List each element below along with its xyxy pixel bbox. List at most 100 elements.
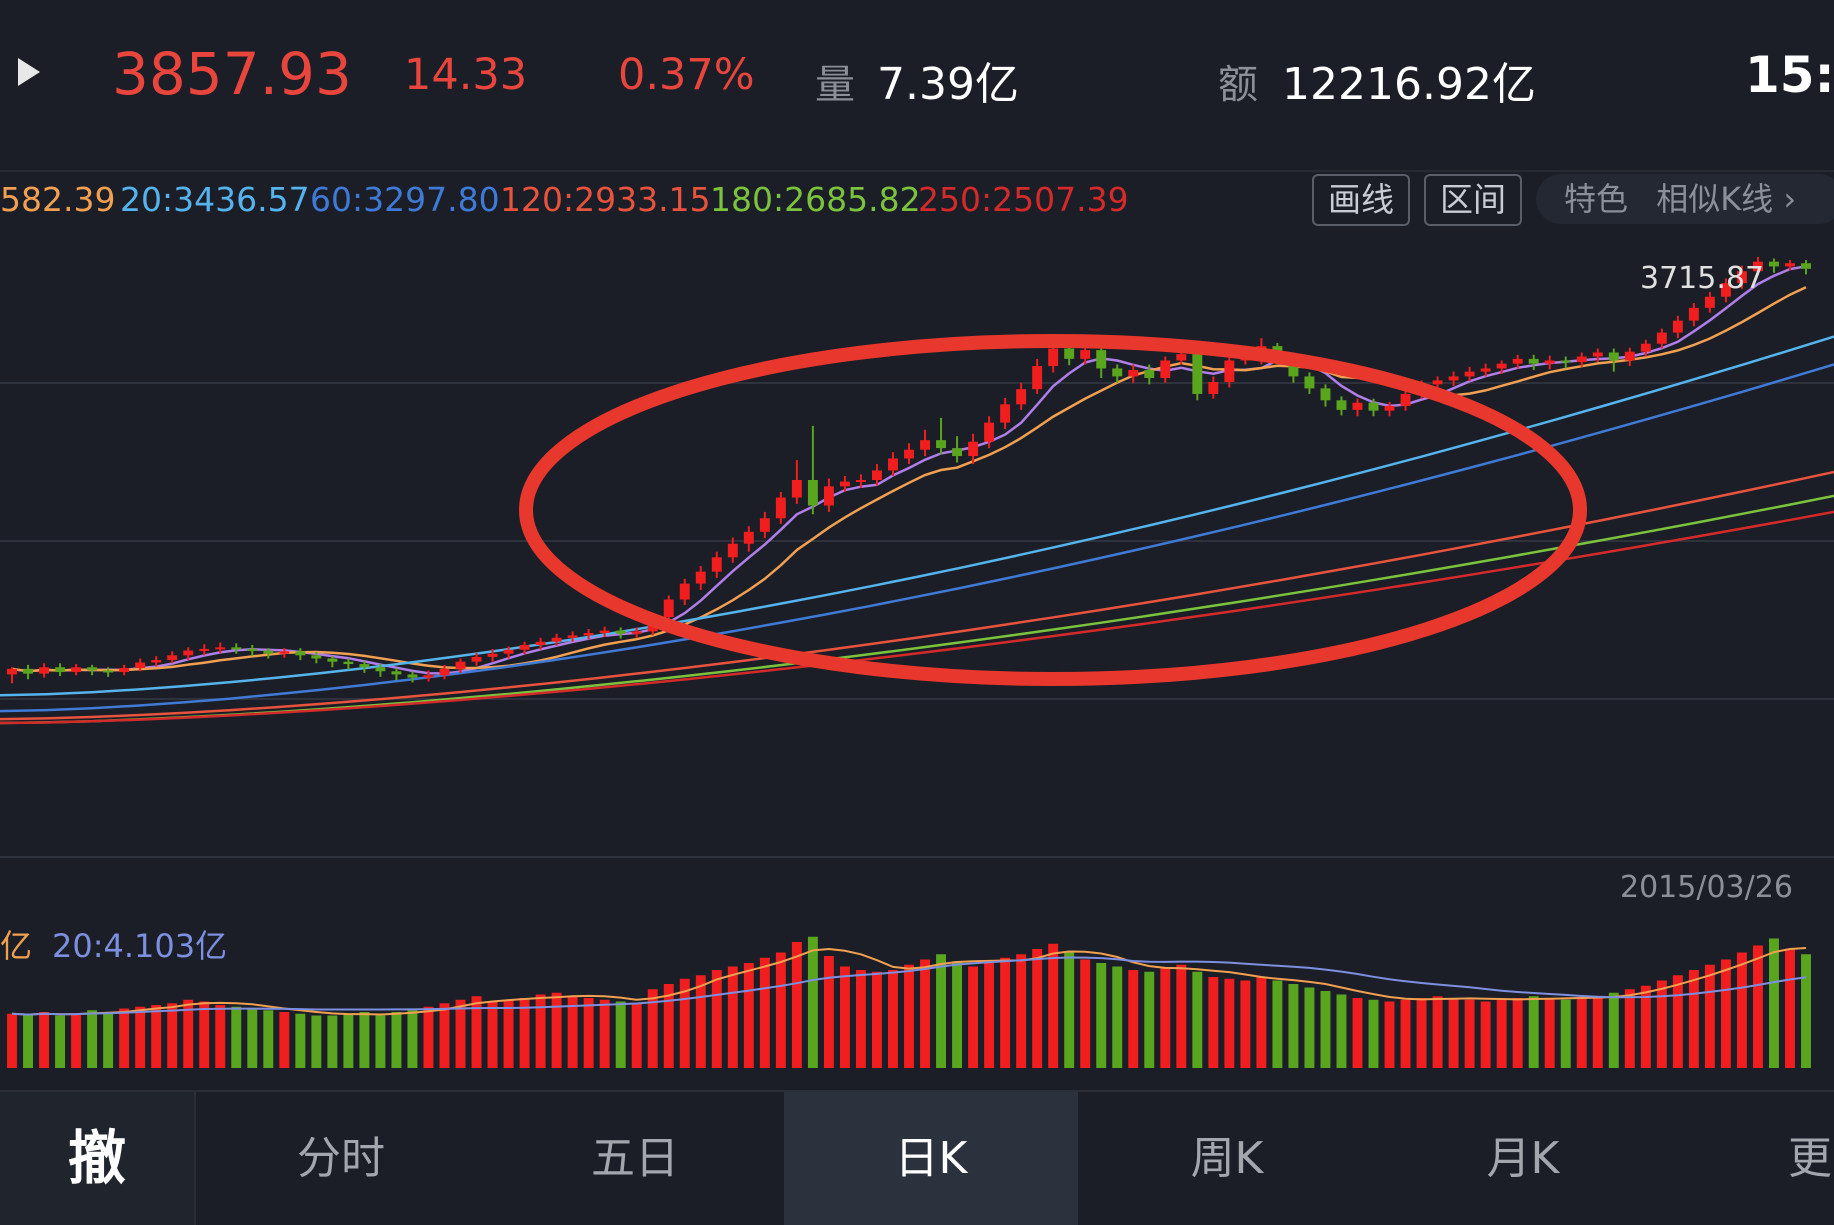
- price-change: 14.33: [404, 50, 528, 100]
- volume-bar: [1016, 954, 1027, 1068]
- moving-average-lines: [0, 265, 1834, 725]
- header-divider: [0, 170, 1834, 172]
- candle-body: [535, 641, 546, 645]
- volume-bar: [839, 966, 850, 1068]
- candle-body: [1768, 261, 1779, 267]
- ma10-line: [11, 286, 1807, 673]
- amount-value: 12216.92亿: [1282, 59, 1536, 110]
- candle-body: [87, 667, 98, 671]
- tab-monthly-k[interactable]: 月K: [1486, 1133, 1560, 1184]
- volume-bar: [1736, 952, 1747, 1068]
- volume-bar: [1256, 977, 1267, 1068]
- candle-body: [1000, 404, 1011, 423]
- volume-bar: [1448, 998, 1459, 1068]
- candle-body: [1400, 393, 1411, 406]
- volume-bar: [199, 1001, 210, 1068]
- candle-body: [759, 518, 770, 532]
- candle-body: [855, 480, 866, 482]
- volume-bar: [279, 1012, 290, 1068]
- volume-bar: [1528, 996, 1539, 1068]
- tab-more[interactable]: 更: [1788, 1133, 1832, 1184]
- volume-bar: [103, 1012, 114, 1068]
- tab-five-day[interactable]: 五日: [591, 1133, 679, 1184]
- volume-bar: [936, 954, 947, 1068]
- candle-body: [1592, 352, 1603, 357]
- volume-bar: [1192, 971, 1203, 1068]
- volume-bar: [423, 1006, 434, 1068]
- candle-body: [1192, 354, 1203, 394]
- volume-bar: [615, 1001, 626, 1068]
- similar-kline-button[interactable]: 特色 相似K线 ›: [1536, 174, 1834, 224]
- volume-bar: [295, 1013, 306, 1068]
- play-icon[interactable]: [18, 58, 40, 86]
- volume-ma20-value: 20:4.103亿: [52, 927, 227, 965]
- candle-body: [1624, 351, 1635, 361]
- volume-bar: [807, 936, 818, 1068]
- volume-bar: [1224, 978, 1235, 1068]
- ma180-line: [0, 494, 1834, 725]
- volume-bar: [151, 1005, 162, 1068]
- candle-body: [807, 480, 818, 506]
- volume-bar: [1112, 966, 1123, 1068]
- candle-body: [423, 675, 434, 678]
- volume-bar: [1640, 985, 1651, 1068]
- ma10-value: 582.39: [0, 180, 116, 219]
- volume-bar: [1768, 938, 1779, 1068]
- volume-bar: [791, 942, 802, 1068]
- volume-bar: [1512, 998, 1523, 1068]
- candle-body: [1384, 405, 1395, 411]
- ma20-line: [0, 335, 1834, 697]
- volume-bar: [1560, 999, 1571, 1068]
- ma250-value: 250:2507.39: [918, 180, 1129, 219]
- kline-chart[interactable]: 3715.87 2015/03/26 亿 20:4.103亿: [0, 225, 1834, 1090]
- volume-bar: [904, 964, 914, 1068]
- candle-body: [1096, 350, 1107, 369]
- candle-body: [984, 422, 995, 442]
- volume-bar: [1432, 996, 1443, 1068]
- volume-bar: [1080, 959, 1091, 1068]
- candle-body: [503, 649, 514, 654]
- volume-bar: [1208, 977, 1219, 1068]
- volume-bars: [7, 936, 1811, 1068]
- volume-bar: [871, 971, 882, 1068]
- volume-bar: [855, 970, 866, 1068]
- draw-line-button[interactable]: 画线: [1312, 174, 1410, 226]
- volume-ma5-line: [11, 947, 1807, 1016]
- candle-body: [1176, 354, 1187, 361]
- chart-grid: [0, 382, 1834, 858]
- candle-body: [1560, 360, 1571, 363]
- candle-body: [199, 648, 210, 651]
- volume-bar: [952, 961, 963, 1068]
- volume-bar: [55, 1015, 66, 1068]
- tab-daily-k[interactable]: 日K: [784, 1092, 1078, 1225]
- volume-bar: [1128, 970, 1139, 1068]
- candle-body: [119, 668, 130, 673]
- candle-body: [567, 635, 578, 638]
- candle-body: [839, 481, 850, 487]
- candle-body: [1208, 381, 1219, 394]
- candle-body: [663, 599, 674, 618]
- volume-bar: [1352, 998, 1363, 1068]
- candle-body: [1785, 263, 1795, 267]
- candle-body: [1224, 360, 1235, 382]
- candle-body: [1752, 261, 1763, 272]
- volume-bar: [1240, 980, 1251, 1068]
- ma120-line: [0, 470, 1834, 721]
- volume-bar: [1785, 949, 1795, 1068]
- volume-bar: [1544, 998, 1555, 1068]
- candle-body: [1801, 263, 1811, 269]
- range-button[interactable]: 区间: [1424, 174, 1522, 226]
- tab-intraday[interactable]: 分时: [297, 1133, 385, 1184]
- volume-bar: [359, 1012, 370, 1068]
- candle-body: [791, 480, 802, 498]
- volume-bar: [503, 999, 514, 1068]
- volume-bar: [1416, 998, 1427, 1068]
- volume-bar: [487, 1001, 498, 1068]
- ma60-line: [0, 363, 1834, 713]
- volume-bar: [1336, 994, 1347, 1068]
- tab-withdraw[interactable]: 撤: [0, 1092, 194, 1225]
- quote-header: 3857.93 14.33 0.37% 量 7.39亿 额 12216.92亿 …: [0, 0, 1834, 150]
- price-change-percent: 0.37%: [618, 50, 755, 100]
- tab-weekly-k[interactable]: 周K: [1190, 1133, 1264, 1184]
- candle-body: [1688, 307, 1699, 321]
